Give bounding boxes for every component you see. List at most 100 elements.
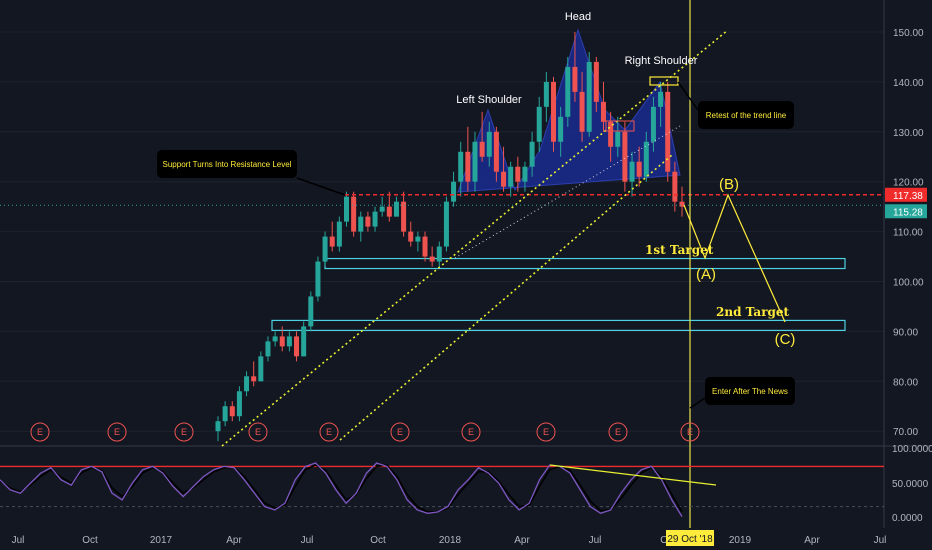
candle-body bbox=[301, 326, 307, 357]
time-axis[interactable]: JulOct2017AprJulOct2018AprJulOct2019AprJ… bbox=[12, 530, 887, 546]
candle-body bbox=[322, 236, 328, 262]
resistance-price-label: 117.38 bbox=[893, 191, 923, 202]
earnings-label: E bbox=[37, 427, 43, 437]
candle-body bbox=[422, 236, 428, 257]
stoch-d-line bbox=[0, 464, 683, 513]
enter-callout: Enter After The News bbox=[689, 377, 795, 409]
support-callout-text: Support Turns Into Resistance Level bbox=[163, 160, 292, 169]
time-tick-label: Apr bbox=[804, 535, 820, 546]
candle-body bbox=[265, 341, 271, 357]
candle-body bbox=[629, 161, 635, 182]
price-tick-label: 110.00 bbox=[893, 228, 923, 239]
candle-body bbox=[551, 81, 557, 142]
earnings-label: E bbox=[615, 427, 621, 437]
candle-body bbox=[358, 216, 364, 232]
candle-body bbox=[343, 196, 349, 222]
time-tick-label: Jul bbox=[874, 535, 887, 546]
earnings-circle bbox=[680, 422, 700, 442]
candle-body bbox=[472, 141, 478, 182]
candle-body bbox=[401, 201, 407, 232]
candle-body bbox=[429, 256, 435, 262]
earnings-circle bbox=[248, 422, 268, 442]
annotations: Support Turns Into Resistance Level Retes… bbox=[157, 11, 795, 409]
earnings-marker: E bbox=[30, 422, 50, 442]
candle-body bbox=[522, 166, 528, 182]
earnings-circle bbox=[608, 422, 628, 442]
stoch-k-line bbox=[0, 462, 683, 517]
earnings-circle bbox=[107, 422, 127, 442]
candle-body bbox=[351, 196, 357, 232]
candle-body bbox=[515, 166, 521, 182]
earnings-label: E bbox=[181, 427, 187, 437]
time-tick-label: Apr bbox=[226, 535, 242, 546]
time-tick-label: Jul bbox=[12, 535, 25, 546]
earnings-marker: E bbox=[680, 422, 700, 442]
left-shoulder-label: Left Shoulder bbox=[456, 94, 522, 106]
right-shoulder-label: Right Shoulder bbox=[625, 55, 698, 67]
candle-body bbox=[658, 91, 664, 107]
second-target-box bbox=[271, 319, 846, 332]
candle-body bbox=[393, 201, 399, 217]
candle-body bbox=[479, 141, 485, 157]
candlestick-series bbox=[215, 32, 685, 442]
time-tick-label: 2017 bbox=[150, 535, 173, 546]
candle-body bbox=[458, 151, 464, 182]
candle-body bbox=[215, 421, 221, 432]
head-label: Head bbox=[565, 11, 591, 23]
first-target-label: 1st Target bbox=[645, 243, 714, 257]
candle-body bbox=[315, 261, 321, 297]
enter-callout-box bbox=[705, 377, 795, 405]
candle-body bbox=[643, 141, 649, 177]
candle-body bbox=[543, 81, 549, 107]
candle-body bbox=[665, 91, 671, 172]
candle-body bbox=[336, 221, 342, 247]
retest-box bbox=[649, 76, 679, 86]
candle-body bbox=[465, 151, 471, 182]
support-callout-box bbox=[157, 150, 297, 178]
candle-body bbox=[329, 236, 335, 247]
earnings-label: E bbox=[326, 427, 332, 437]
candle-body bbox=[451, 181, 457, 202]
candle-body bbox=[222, 406, 228, 422]
candle-body bbox=[508, 166, 514, 187]
enter-callout-text: Enter After The News bbox=[712, 387, 788, 396]
price-tick-label: 100.00 bbox=[893, 278, 924, 289]
earnings-marker: E bbox=[174, 422, 194, 442]
earnings-label: E bbox=[468, 427, 474, 437]
candle-body bbox=[679, 201, 685, 207]
time-tick-label: Oct bbox=[82, 535, 98, 546]
time-tick-label: 2018 bbox=[439, 535, 462, 546]
date-marker-tag bbox=[666, 530, 714, 546]
time-tick-label: 2019 bbox=[729, 535, 752, 546]
earnings-marker: E bbox=[248, 422, 268, 442]
candle-body bbox=[308, 296, 314, 327]
stoch-tick-label: 50.0000 bbox=[892, 479, 929, 490]
wave-projection bbox=[683, 193, 786, 323]
retest-callout-box bbox=[698, 101, 794, 129]
candle-body bbox=[558, 116, 564, 142]
earnings-circle bbox=[174, 422, 194, 442]
candle-body bbox=[593, 61, 599, 102]
candle-body bbox=[608, 121, 614, 147]
price-axis[interactable]: 150.00 140.00 130.00 120.00 110.00 100.00 90.0… bbox=[885, 28, 927, 438]
candle-body bbox=[529, 141, 535, 167]
second-target-label: 2nd Target bbox=[716, 305, 790, 319]
candle-body bbox=[622, 131, 628, 182]
earnings-circle bbox=[461, 422, 481, 442]
candle-body bbox=[272, 336, 278, 342]
candle-body bbox=[586, 61, 592, 132]
time-tick-label: Jul bbox=[301, 535, 314, 546]
candle-body bbox=[672, 171, 678, 202]
earnings-circle bbox=[319, 422, 339, 442]
candle-body bbox=[258, 356, 264, 382]
candle-body bbox=[615, 131, 621, 147]
earnings-label: E bbox=[255, 427, 261, 437]
time-tick-label: Apr bbox=[514, 535, 530, 546]
candle-body bbox=[636, 161, 642, 177]
candle-body bbox=[501, 171, 507, 187]
stoch-divergence-line bbox=[549, 464, 717, 486]
earnings-label: E bbox=[397, 427, 403, 437]
